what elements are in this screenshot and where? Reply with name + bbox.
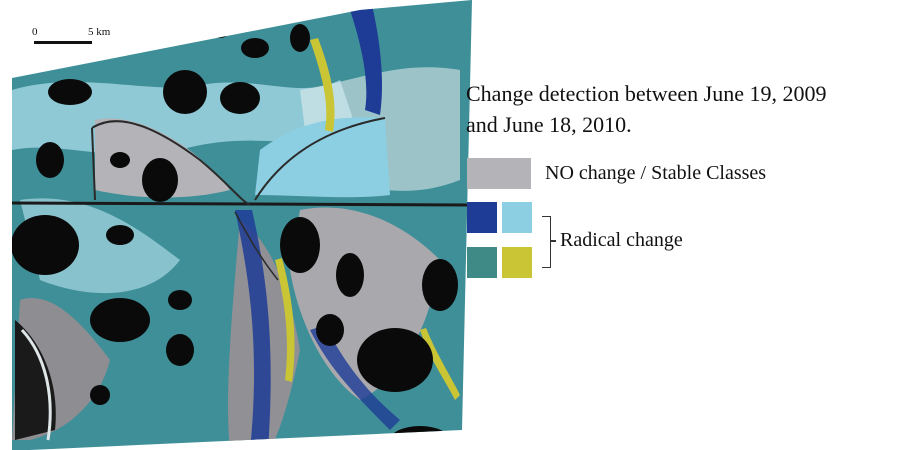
satellite-image bbox=[12, 0, 472, 450]
legend-title-line2: and June 18, 2010. bbox=[466, 112, 632, 137]
legend-title: Change detection between June 19, 2009 a… bbox=[466, 78, 896, 140]
scale-bar-end-label: 5 km bbox=[88, 26, 111, 38]
legend-title-line1: Change detection between June 19, 2009 bbox=[466, 81, 827, 106]
swatch-radical-dark-blue bbox=[467, 202, 497, 233]
scale-bar: 0 5 km bbox=[30, 26, 120, 48]
radical-change-brace bbox=[542, 216, 551, 268]
swatch-radical-light-blue bbox=[502, 202, 532, 233]
change-detection-map: 0 5 km bbox=[12, 0, 472, 450]
radical-change-area bbox=[255, 117, 390, 198]
swatch-no-change bbox=[467, 158, 531, 189]
scale-bar-start-label: 0 bbox=[32, 26, 38, 38]
swatch-radical-teal bbox=[467, 247, 497, 278]
radical-change-brace-tick bbox=[550, 240, 556, 242]
stable-area bbox=[95, 118, 230, 198]
scale-bar-line bbox=[34, 41, 92, 44]
legend-label-radical-change: Radical change bbox=[560, 229, 683, 251]
legend-label-no-change: NO change / Stable Classes bbox=[545, 162, 767, 184]
swatch-radical-yellow bbox=[502, 247, 532, 278]
